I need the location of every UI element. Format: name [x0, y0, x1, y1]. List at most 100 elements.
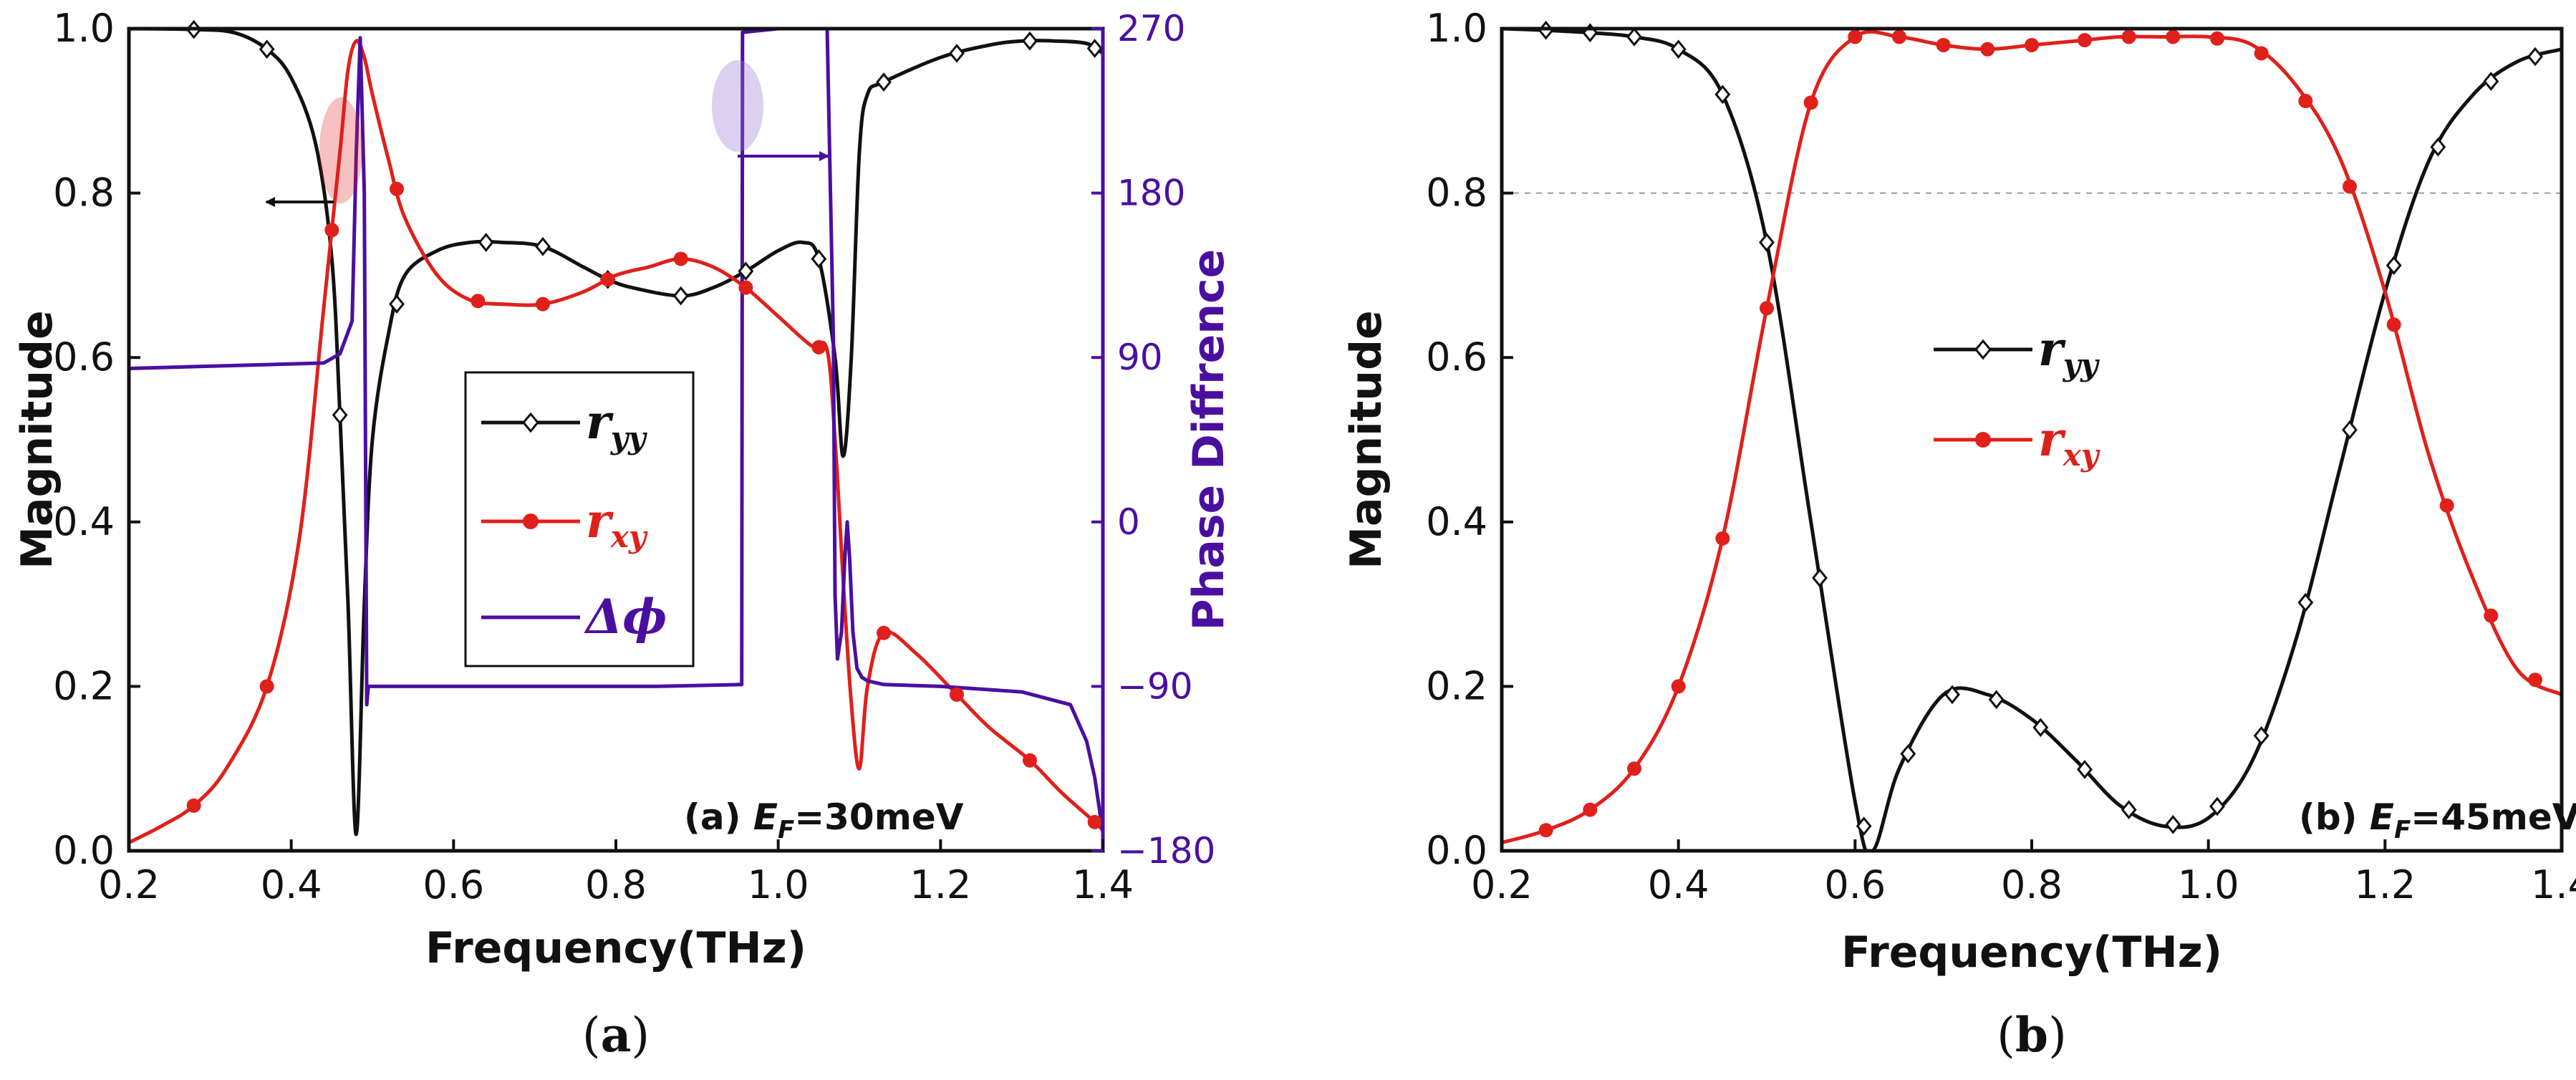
panel-b-legend-ryy-main: r [2038, 321, 2066, 377]
panel-a-y2-axis-label: Phase Diffrence [1184, 249, 1234, 631]
panel-a-y-tick-label: 0.0 [53, 828, 115, 873]
panel-a-x-tick-label: 0.8 [585, 862, 647, 907]
panel-b-x-tick-label: 0.6 [1824, 862, 1886, 907]
panel-a-rxy-point [536, 296, 550, 312]
panel-b-ryy-point [1812, 568, 1828, 588]
panel-a-x-tick-label: 0.4 [261, 862, 322, 907]
panel-b-rxy-point [1538, 823, 1553, 838]
panel-b-legend: ryy rxy [1934, 321, 2100, 473]
panel-a-annotation: (a) EF=30meV [684, 796, 964, 844]
panel-b-rxy-point [1803, 95, 1818, 110]
panel-a-y2-tick-label: −180 [1117, 830, 1215, 872]
panel-b-ryy-point [1714, 85, 1731, 105]
panel-b-rxy-point [2386, 317, 2401, 332]
panel-a-x-axis-label: Frequency(THz) [425, 923, 806, 973]
panel-b-legend-item-ryy: ryy [1934, 321, 2100, 382]
panel-a-y2-tick-label: −90 [1117, 665, 1193, 707]
panel-b-annotation: (b) EF=45meV [2299, 796, 2576, 844]
panel-a-rxy-point [186, 798, 201, 813]
panel-b-x-tick-label: 0.2 [1471, 862, 1533, 907]
panel-b-ryy-point [2077, 759, 2093, 779]
panel-b-ryy-point [2386, 256, 2402, 275]
panel-a-rxy-point [600, 272, 615, 287]
panel-a-legend-dot [523, 514, 539, 529]
panel-a-y-tick-label: 0.6 [53, 334, 115, 380]
panel-a-y-tick-label: 0.8 [53, 170, 115, 216]
panel-b-rxy-point [1892, 29, 1906, 44]
panel-a-legend: ryy rxy Δϕ [464, 371, 695, 667]
panel-a-rxy-highlight [319, 97, 362, 203]
panel-a-ryy-point [478, 233, 494, 252]
panel-a-legend-item-ryy: ryy [481, 394, 647, 455]
panel-b-rxy-point [2254, 46, 2269, 61]
panel-a-ryy-point [949, 44, 965, 63]
panel-a-chart: 0.2 0.4 0.6 0.8 1.0 1.2 1.4 0.00.20.40.60.81.0… [12, 6, 1234, 1063]
panel-a-phase-highlight [712, 60, 763, 152]
panel-a-x-tick-label: 0.2 [98, 862, 160, 907]
panel-b-rxy-point [1848, 29, 1863, 44]
panel-b-rxy-point [2025, 37, 2039, 52]
panel-b-x-tick-label: 0.4 [1648, 862, 1709, 907]
panel-b-caption: (b) [1997, 1007, 2067, 1063]
panel-a-rxy-point [324, 223, 339, 238]
panel-b-ryy-point [1988, 690, 2005, 710]
panel-b-ryy-point [2165, 814, 2181, 834]
panel-b-rxy-point [2439, 498, 2454, 513]
panel-a-legend-item-rxy: rxy [481, 493, 648, 554]
svg-text:Δϕ: Δϕ [584, 589, 667, 645]
panel-b-legend-item-rxy: rxy [1934, 411, 2100, 473]
panel-b-rxy-point [1936, 37, 1951, 52]
panel-b-ryy-point [1900, 744, 1916, 763]
panel-a-rxy-point [673, 251, 688, 266]
panel-a-rxy-point [1087, 814, 1102, 829]
panel-a-ryy-point [738, 261, 754, 281]
panel-a-x-tick-label: 1.2 [910, 862, 971, 907]
panel-a-y-tick-label: 1.0 [53, 6, 115, 51]
panel-b-legend-ryy-sub: yy [2063, 347, 2100, 382]
panel-b-x-tick-label: 1.2 [2354, 862, 2416, 907]
panel-b-ryy-point [2483, 72, 2499, 91]
panel-b-rxy-point [2210, 31, 2224, 46]
panel-a-y2-tick-label: 270 [1117, 8, 1185, 49]
panel-a-ryy-point [876, 72, 892, 92]
panel-b-rxy-point [2121, 29, 2136, 44]
panel-b-y-tick-label: 0.0 [1426, 828, 1487, 873]
panel-b-ryy-point [1626, 27, 1642, 47]
panel-a-rxy-point [390, 181, 404, 196]
panel-b-y-tick-label: 0.4 [1426, 499, 1487, 544]
panel-a-rxy-point [811, 339, 826, 355]
panel-a-x-tick-label: 1.0 [748, 862, 809, 907]
panel-a-legend-ryy-main: r [586, 394, 614, 450]
panel-b-rxy-point [1583, 802, 1598, 817]
panel-a-rxy-point [1023, 753, 1037, 768]
panel-b-rxy-point [2298, 94, 2313, 109]
panel-b-series-rxy-line [1502, 29, 2562, 844]
panel-a-rxy-point [471, 294, 486, 309]
panel-b-ryy-point [2430, 137, 2446, 157]
svg-text:rxy: rxy [586, 493, 648, 554]
panel-b-ryy-point [2297, 592, 2314, 612]
panel-b-rxy-point [2528, 672, 2542, 688]
panel-b-y-tick-label: 0.8 [1426, 170, 1487, 216]
panel-b-y-axis-label: Magnitude [1341, 310, 1391, 569]
panel-b-ryy-point [1944, 685, 1960, 705]
panel-b-rxy-point [1715, 531, 1730, 546]
panel-a-ryy-point [389, 294, 405, 314]
panel-b-legend-diamond [1974, 339, 1992, 360]
panel-a-legend-item-phase: Δϕ [481, 589, 667, 645]
panel-b-legend-rxy-sub: xy [2063, 438, 2100, 473]
panel-a-legend-phase-main: Δϕ [584, 589, 667, 645]
panel-b-rxy-point [2343, 179, 2357, 194]
panel-b-ryy-point [2527, 47, 2543, 67]
panel-b-rxy-point [2078, 33, 2092, 48]
panel-a-y-axis-label: Magnitude [12, 310, 62, 569]
panel-a-ryy-point [1022, 31, 1038, 51]
svg-text:ryy: ryy [586, 394, 647, 455]
panel-a-ryy-point [811, 249, 827, 269]
panel-b-ryy-point [1759, 233, 1775, 252]
panel-b-ryy-point [2209, 796, 2225, 816]
panel-b-rxy-point [1760, 301, 1774, 316]
panel-a-y2-tick-label: 0 [1117, 501, 1140, 543]
panel-b-ryy-point [2032, 718, 2049, 738]
